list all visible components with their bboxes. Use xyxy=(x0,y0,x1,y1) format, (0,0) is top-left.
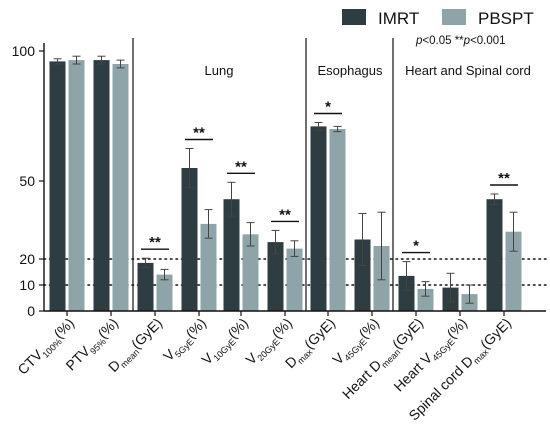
y-tick-label-20: 20 xyxy=(19,251,35,267)
section-label-lung: Lung xyxy=(205,63,234,78)
y-tick-label-50: 50 xyxy=(19,173,35,189)
error-bar-imrt-4 xyxy=(227,181,236,217)
legend-swatch-pbspt xyxy=(442,9,466,25)
significance-note: p<0.05 **p<0.001 xyxy=(415,35,506,47)
bar-imrt-5 xyxy=(267,242,284,311)
bar-pbspt-6 xyxy=(329,129,346,311)
bar-imrt-10 xyxy=(486,199,503,311)
bar-imrt-1 xyxy=(93,60,110,311)
error-bar-pbspt-8 xyxy=(421,281,430,297)
error-bar-pbspt-6 xyxy=(333,125,342,133)
bar-imrt-3 xyxy=(181,168,198,311)
significance-marker-10: ** xyxy=(498,170,510,187)
error-bar-imrt-1 xyxy=(97,55,106,65)
bar-imrt-8 xyxy=(398,275,415,311)
error-bar-pbspt-4 xyxy=(246,222,255,247)
error-bar-imrt-8 xyxy=(402,261,411,291)
error-bar-pbspt-9 xyxy=(465,284,474,304)
section-label-esophagus: Esophagus xyxy=(317,63,383,78)
x-tick-label-4: V10GyE(%) xyxy=(198,315,253,370)
error-bar-pbspt-5 xyxy=(290,240,299,257)
bar-pbspt-0 xyxy=(68,60,85,311)
bar-pbspt-1 xyxy=(112,64,129,311)
bar-imrt-0 xyxy=(49,61,66,312)
bar-imrt-7 xyxy=(354,239,371,311)
significance-marker-3: ** xyxy=(193,125,205,142)
bar-pbspt-5 xyxy=(286,248,303,311)
error-bar-pbspt-1 xyxy=(116,59,125,69)
significance-marker-5: ** xyxy=(279,206,291,223)
error-bar-pbspt-10 xyxy=(509,211,518,252)
error-bar-imrt-5 xyxy=(271,229,280,255)
legend-swatch-imrt xyxy=(342,9,366,25)
bar-imrt-6 xyxy=(310,126,327,312)
error-bar-pbspt-0 xyxy=(72,55,81,65)
legend-label-pbspt: PBSPT xyxy=(478,9,534,28)
bar-pbspt-4 xyxy=(242,234,259,311)
error-bar-imrt-10 xyxy=(490,193,499,205)
significance-marker-8: * xyxy=(413,238,419,255)
error-bar-imrt-6 xyxy=(314,122,323,131)
y-tick-label-100: 100 xyxy=(12,43,36,59)
error-bar-imrt-2 xyxy=(141,257,150,269)
bar-imrt-2 xyxy=(137,262,154,311)
bar-pbspt-3 xyxy=(200,223,217,311)
error-bar-pbspt-2 xyxy=(160,268,169,281)
bar-pbspt-2 xyxy=(156,274,173,311)
significance-marker-6: * xyxy=(325,99,331,116)
bar-imrt-4 xyxy=(223,199,240,311)
bar-pbspt-8 xyxy=(417,288,434,311)
significance-marker-2: ** xyxy=(149,234,161,251)
significance-marker-4: ** xyxy=(235,158,247,175)
error-bar-pbspt-3 xyxy=(204,209,213,239)
legend-label-imrt: IMRT xyxy=(378,9,419,28)
section-label-heart-and-spinal-cord: Heart and Spinal cord xyxy=(405,63,531,78)
error-bar-imrt-3 xyxy=(185,148,194,188)
error-bar-pbspt-7 xyxy=(377,211,386,281)
error-bar-imrt-0 xyxy=(53,58,62,65)
y-tick-label-10: 10 xyxy=(19,277,35,293)
error-bar-imrt-7 xyxy=(358,213,367,266)
error-bar-imrt-9 xyxy=(446,272,455,303)
y-tick-label-0: 0 xyxy=(27,303,35,319)
